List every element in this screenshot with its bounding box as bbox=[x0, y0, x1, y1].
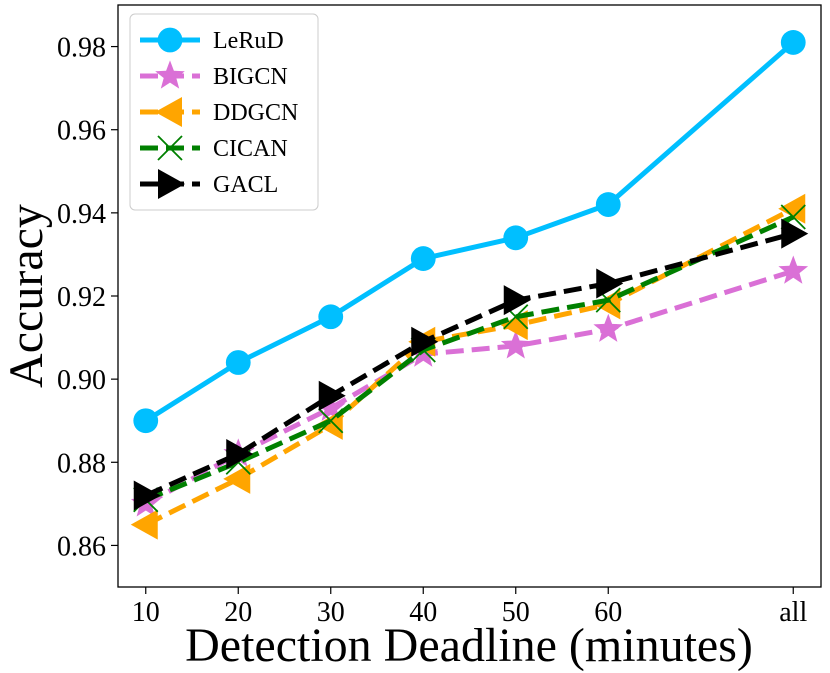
lerud-point bbox=[410, 246, 436, 271]
x-axis: 10 20 30 40 50 60 all bbox=[132, 587, 807, 628]
gacl-point bbox=[596, 268, 624, 299]
ddgcn-point bbox=[223, 463, 251, 494]
legend: LeRuD BIGCN DDGCN CICAN GACL bbox=[129, 13, 319, 211]
legend-label-lerud: LeRuD bbox=[213, 28, 284, 54]
y-axis: 0.86 0.88 0.90 0.92 0.94 0.96 0.98 bbox=[57, 33, 118, 562]
gacl-point bbox=[503, 285, 531, 316]
cican-point bbox=[318, 408, 344, 434]
lerud-point bbox=[595, 192, 621, 217]
bigcn-point bbox=[315, 392, 346, 421]
legend-marker-lerud bbox=[157, 27, 183, 53]
x-tick-label: 50 bbox=[502, 597, 530, 628]
y-tick-label: 0.98 bbox=[57, 33, 106, 64]
y-tick-label: 0.94 bbox=[57, 199, 106, 230]
series-layer bbox=[130, 30, 809, 540]
legend-marker-gacl bbox=[158, 169, 185, 199]
legend-label-gacl: GACL bbox=[213, 172, 278, 198]
x-tick-label: all bbox=[779, 597, 807, 628]
legend-marker-bigcn bbox=[155, 60, 185, 89]
y-tick-label: 0.92 bbox=[57, 282, 106, 313]
ddgcn-point bbox=[778, 193, 806, 224]
x-tick-label: 10 bbox=[132, 597, 160, 628]
gacl-point bbox=[226, 438, 254, 469]
ddgcn-point bbox=[130, 509, 158, 540]
x-axis-title: Detection Deadline (minutes) bbox=[185, 619, 753, 672]
y-tick-label: 0.86 bbox=[57, 531, 106, 562]
gacl-point bbox=[133, 480, 161, 511]
y-tick-label: 0.88 bbox=[57, 448, 106, 479]
lerud-point bbox=[503, 225, 529, 251]
bigcn-point bbox=[500, 330, 531, 359]
legend-label-cican: CICAN bbox=[213, 136, 288, 162]
ddgcn-point bbox=[593, 289, 621, 320]
legend-marker-cican bbox=[157, 135, 183, 161]
legend-frame bbox=[129, 13, 319, 211]
x-tick-label: 30 bbox=[317, 597, 345, 628]
y-tick-label: 0.96 bbox=[57, 116, 106, 147]
series-lerud bbox=[133, 30, 806, 434]
gacl-point bbox=[781, 218, 809, 249]
lerud-point bbox=[318, 304, 344, 330]
lerud-point bbox=[225, 350, 251, 375]
y-tick-label: 0.90 bbox=[57, 365, 106, 396]
legend-label-ddgcn: DDGCN bbox=[213, 100, 298, 126]
bigcn-point bbox=[593, 313, 624, 342]
bigcn-point bbox=[778, 255, 809, 284]
ddgcn-point bbox=[315, 409, 343, 440]
x-tick-label: 60 bbox=[594, 597, 622, 628]
y-axis-title: Accuracy bbox=[0, 204, 53, 388]
lerud-point bbox=[133, 408, 159, 434]
series-gacl bbox=[133, 218, 809, 511]
x-tick-label: 40 bbox=[409, 597, 437, 628]
x-tick-label: 20 bbox=[224, 597, 252, 628]
legend-marker-ddgcn bbox=[155, 97, 182, 127]
lerud-point bbox=[780, 30, 806, 55]
legend-label-bigcn: BIGCN bbox=[213, 64, 288, 90]
gacl-point bbox=[318, 380, 346, 411]
gacl-point bbox=[411, 326, 439, 357]
